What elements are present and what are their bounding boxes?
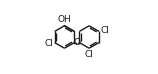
Text: OH: OH — [58, 15, 72, 24]
Text: O: O — [73, 38, 80, 47]
Text: Cl: Cl — [44, 39, 53, 48]
Text: Cl: Cl — [101, 26, 110, 35]
Text: Cl: Cl — [84, 50, 93, 59]
